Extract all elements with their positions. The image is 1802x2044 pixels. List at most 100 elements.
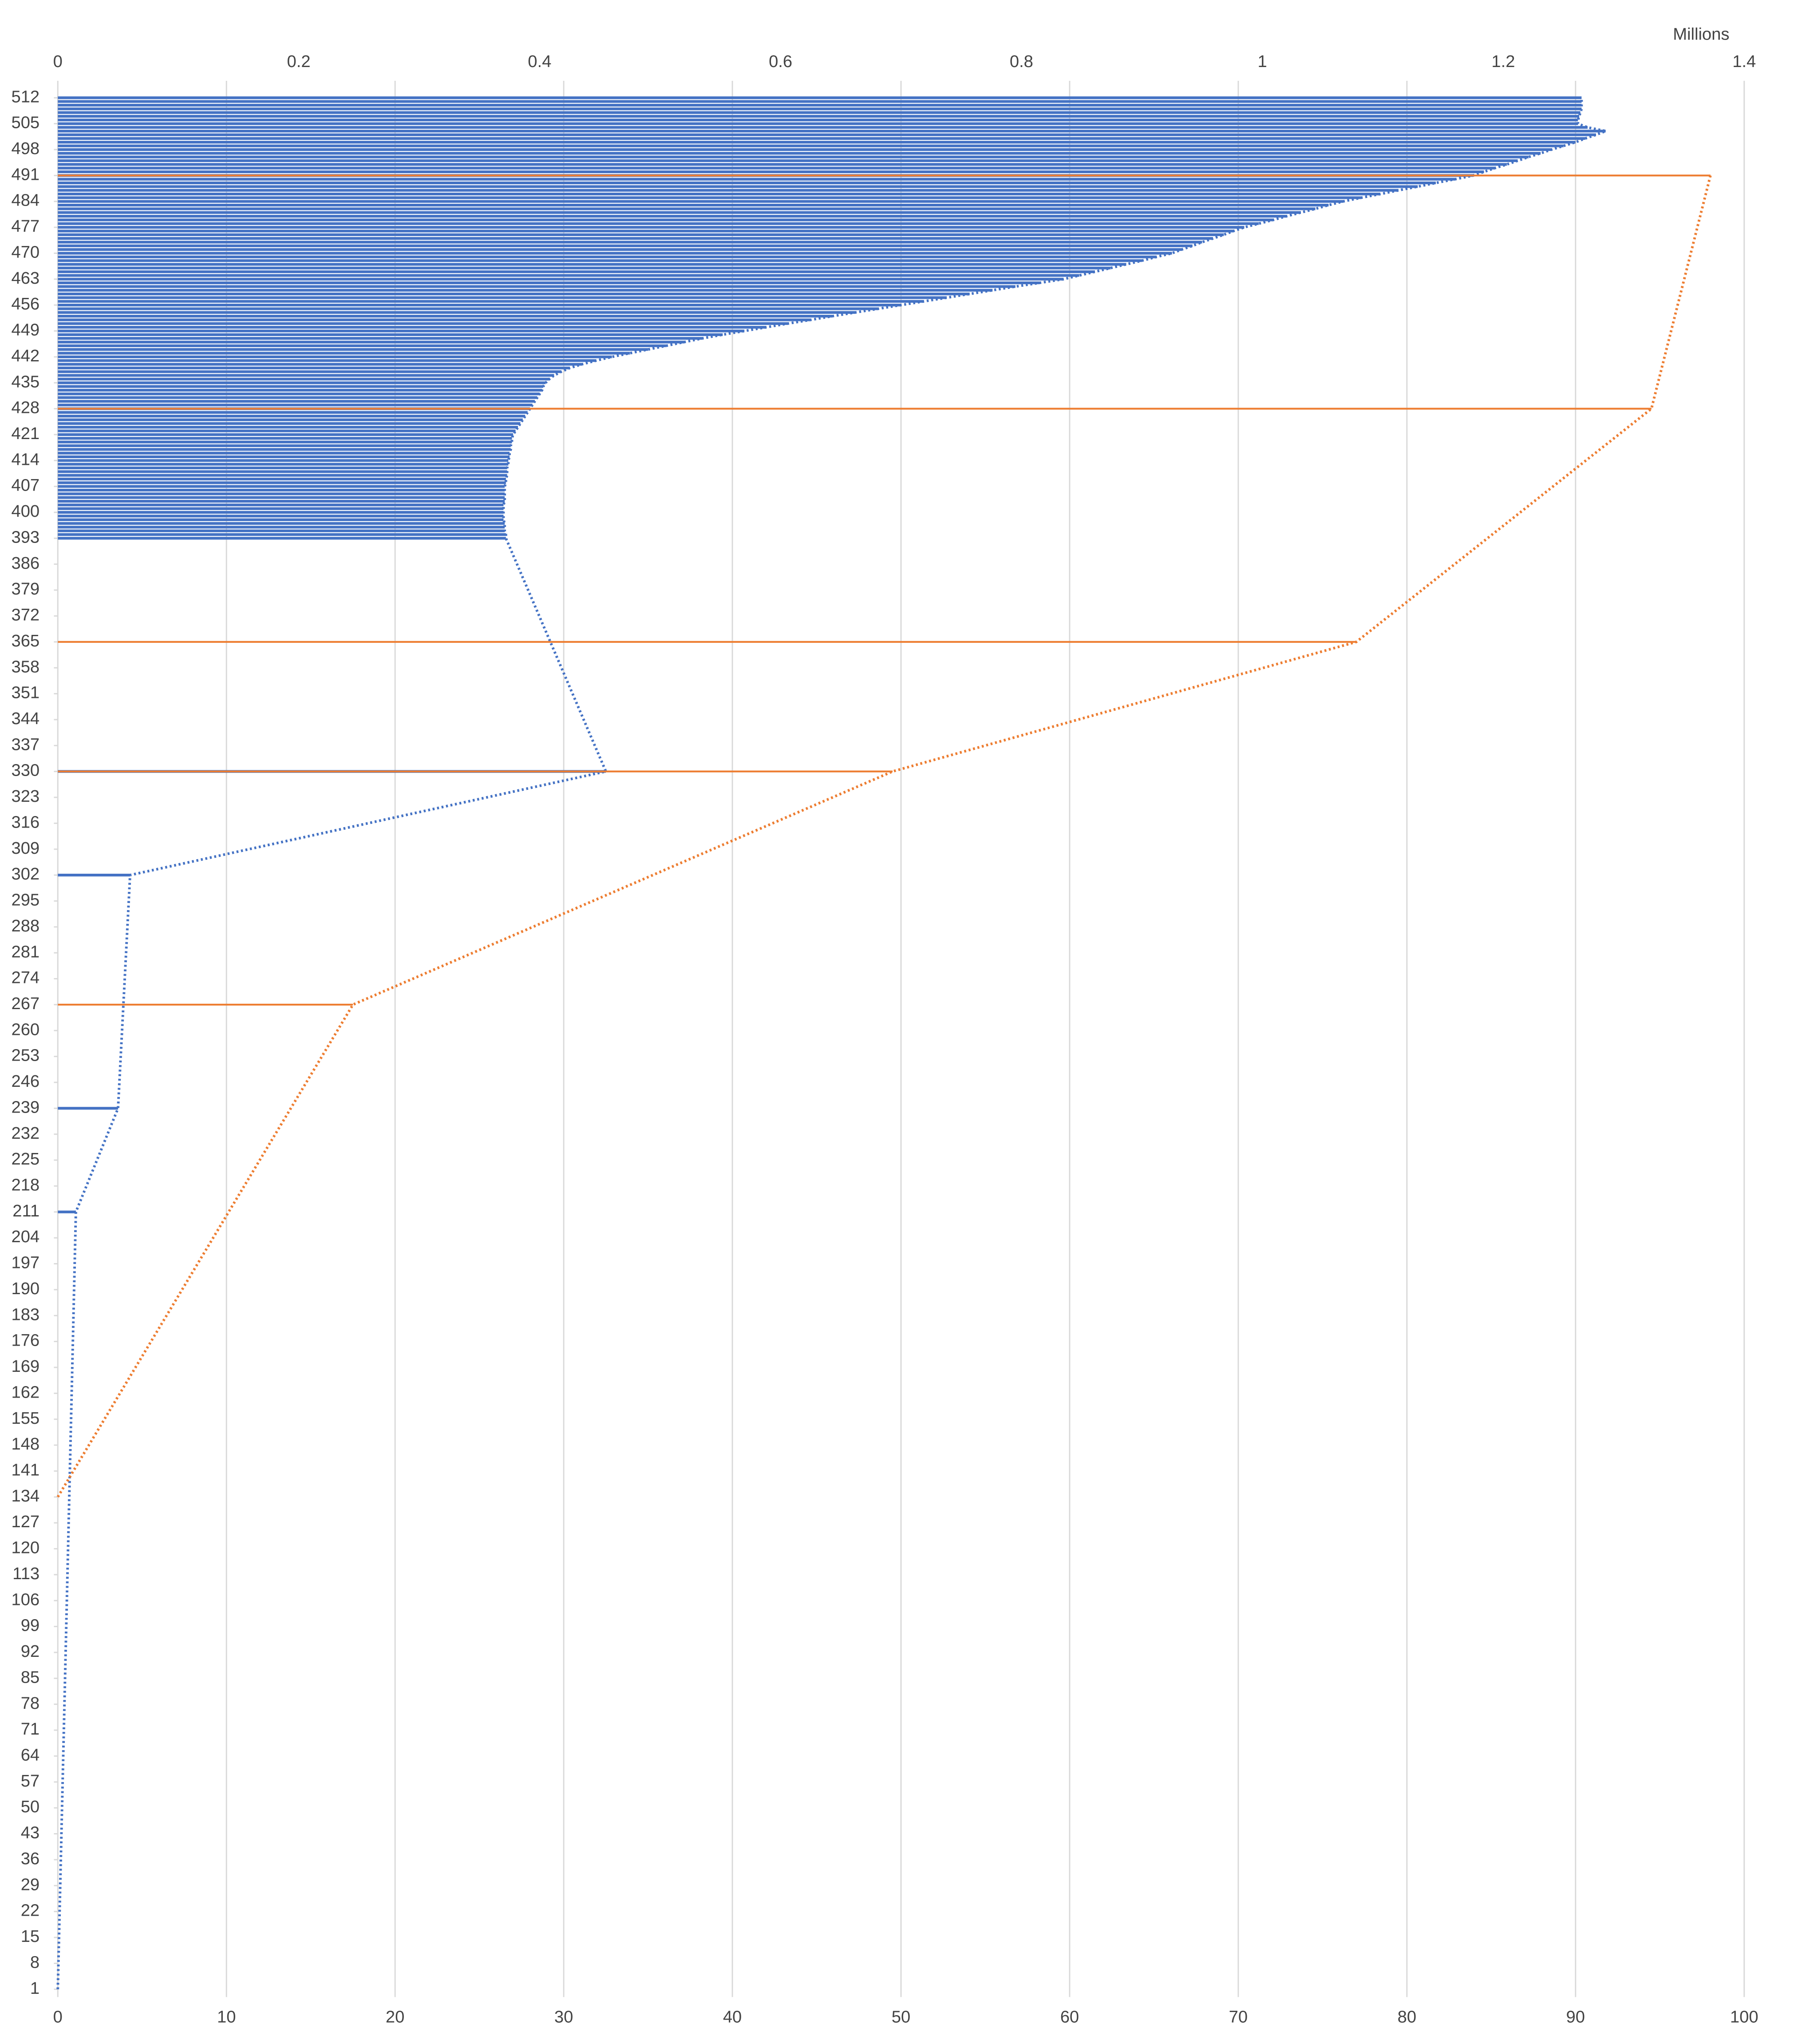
bar <box>58 459 509 462</box>
bar <box>58 418 523 421</box>
bar <box>58 300 924 303</box>
bar <box>58 437 512 440</box>
y-tick-label: 106 <box>11 1590 40 1609</box>
bar <box>58 311 855 314</box>
y-tick-label: 239 <box>11 1097 40 1117</box>
bar <box>58 296 947 299</box>
y-tick-label: 218 <box>11 1176 40 1195</box>
bar <box>58 315 833 318</box>
y-tick-label: 176 <box>11 1331 40 1350</box>
bar <box>58 133 1596 136</box>
y-tick-label: 512 <box>11 87 40 106</box>
y-tick-label: 428 <box>11 398 40 417</box>
bar <box>58 178 1455 181</box>
bar <box>58 392 540 396</box>
bar <box>58 485 505 488</box>
bar <box>58 148 1552 151</box>
y-tick-label: 288 <box>11 916 40 935</box>
y-tick-label: 421 <box>11 424 40 443</box>
bar <box>58 307 878 310</box>
bar <box>58 144 1564 147</box>
y-tick-label: 379 <box>11 579 40 598</box>
x-tick-label: 0 <box>53 2007 63 2026</box>
bar <box>58 241 1202 244</box>
x-tick-label: 30 <box>554 2007 573 2026</box>
bar <box>58 355 612 358</box>
y-tick-label: 309 <box>11 839 40 858</box>
bar <box>58 155 1529 158</box>
bar <box>58 166 1495 170</box>
y-tick-label: 225 <box>11 1149 40 1169</box>
y-tick-label: 50 <box>21 1797 40 1816</box>
y-tick-label: 456 <box>11 294 40 313</box>
bar <box>58 496 505 499</box>
y-tick-label: 491 <box>11 165 40 184</box>
y-tick-label: 183 <box>11 1305 40 1324</box>
x2-tick-label: 0.4 <box>528 52 551 71</box>
y-tick-label: 134 <box>11 1486 40 1505</box>
y-tick-label: 99 <box>21 1616 40 1635</box>
bar <box>58 537 506 540</box>
y-tick-label: 302 <box>11 864 40 883</box>
bar <box>58 126 1588 129</box>
y-tick-label: 57 <box>21 1771 40 1790</box>
bar <box>58 248 1182 251</box>
x-tick-label: 70 <box>1229 2007 1248 2026</box>
bar <box>58 526 505 529</box>
bar <box>58 492 505 495</box>
bar <box>58 415 526 418</box>
bar <box>58 266 1111 269</box>
x2-tick-label: 1.4 <box>1732 52 1756 71</box>
bar <box>58 196 1361 199</box>
y-tick-label: 43 <box>21 1823 40 1842</box>
y-tick-label: 470 <box>11 242 40 261</box>
y-tick-label: 64 <box>21 1745 40 1764</box>
x-tick-label: 90 <box>1566 2007 1585 2026</box>
y-tick-label: 127 <box>11 1512 40 1531</box>
bar <box>58 263 1126 266</box>
bar <box>58 1210 76 1213</box>
bar <box>58 1107 118 1110</box>
y-tick-label: 155 <box>11 1409 40 1428</box>
bar <box>58 259 1142 262</box>
bar <box>58 130 1606 133</box>
bar <box>58 366 570 369</box>
y-tick-label: 484 <box>11 191 40 210</box>
y-tick-label: 386 <box>11 554 40 573</box>
y-tick-label: 435 <box>11 372 40 391</box>
bar <box>58 404 533 407</box>
tip-line <box>56 175 1712 1498</box>
bar <box>58 503 504 507</box>
bar <box>58 474 507 477</box>
bar <box>58 499 505 503</box>
bar <box>58 341 684 344</box>
bar <box>58 326 767 329</box>
bar <box>58 230 1234 233</box>
y-tick-label: 274 <box>11 968 40 987</box>
bar <box>58 119 1578 122</box>
y-tick-label: 323 <box>11 787 40 806</box>
bar <box>58 270 1095 273</box>
bar <box>58 411 528 414</box>
y-tick-label: 36 <box>21 1849 40 1868</box>
bar <box>58 192 1381 196</box>
bar <box>58 429 516 432</box>
bar <box>58 488 505 492</box>
bar <box>58 352 630 355</box>
y-tick-label: 246 <box>11 1072 40 1091</box>
bar <box>58 529 505 532</box>
y-tick-label: 400 <box>11 502 40 521</box>
y-tick-label: 407 <box>11 476 40 495</box>
y-tick-label: 442 <box>11 346 40 365</box>
y-tick-label: 113 <box>12 1564 40 1583</box>
bar <box>58 163 1507 166</box>
bar <box>58 448 511 451</box>
y-tick-label: 267 <box>11 994 40 1013</box>
bar <box>58 522 505 525</box>
bar <box>58 255 1157 258</box>
bar <box>58 304 901 307</box>
x-tick-label: 100 <box>1730 2007 1759 2026</box>
bar <box>58 152 1541 155</box>
y-tick-label: 330 <box>11 761 40 780</box>
bar <box>58 470 507 473</box>
